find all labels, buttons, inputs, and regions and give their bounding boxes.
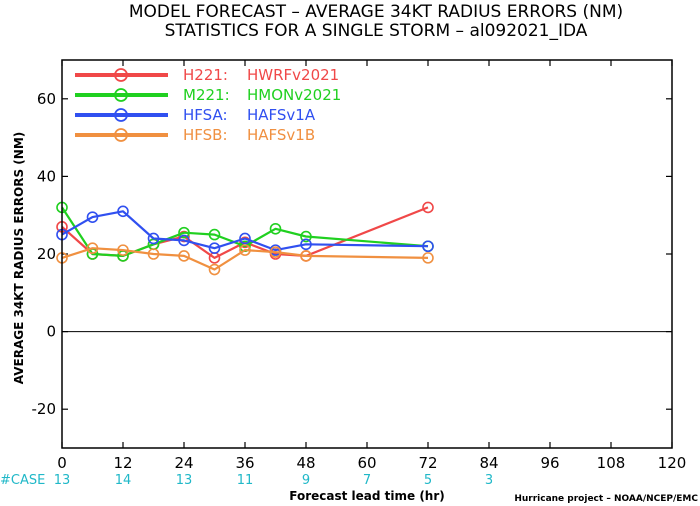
series-line <box>61 247 429 271</box>
data-point <box>422 240 434 253</box>
x-tick-label: 108 <box>597 454 626 472</box>
case-label: #CASE <box>0 473 45 488</box>
case-count: 3 <box>485 473 493 488</box>
chart-subtitle: STATISTICS FOR A SINGLE STORM – al092021… <box>165 21 588 41</box>
case-count: 13 <box>176 473 193 488</box>
series-HFSB <box>56 242 434 276</box>
data-point <box>178 230 190 243</box>
legend-item-M221: M221: HMONv2021 <box>75 86 341 104</box>
legend-name: M221: <box>183 86 230 104</box>
case-count: 5 <box>424 473 432 488</box>
x-tick-label: 36 <box>235 454 254 472</box>
plot-frame <box>61 59 673 449</box>
y-tick-label: 0 <box>46 323 56 341</box>
y-tick-label: 20 <box>37 245 56 263</box>
case-count: 11 <box>237 473 254 488</box>
data-point <box>178 234 190 247</box>
y-axis-label: AVERAGE 34KT RADIUS ERRORS (NM) <box>12 132 26 384</box>
y-tick-label: 40 <box>37 167 56 185</box>
series-H221 <box>56 201 434 264</box>
chart-title: MODEL FORECAST – AVERAGE 34KT RADIUS ERR… <box>129 2 623 22</box>
data-point <box>117 205 129 218</box>
x-tick-label: 60 <box>357 454 376 472</box>
x-axis-label: Forecast lead time (hr) <box>289 489 445 503</box>
data-point <box>178 226 190 239</box>
data-point <box>86 242 99 254</box>
legend-marker <box>114 108 128 122</box>
credit-text: Hurricane project – NOAA/NCEP/EMC <box>514 494 698 504</box>
legend-label: HWRFv2021 <box>247 66 339 84</box>
data-point <box>208 242 221 254</box>
data-point <box>178 250 190 262</box>
data-point <box>300 230 312 243</box>
data-point <box>147 248 160 260</box>
legend-name: HFSB: <box>183 126 228 144</box>
x-tick-label: 96 <box>540 454 559 472</box>
legend-item-H221: H221: HWRFv2021 <box>75 66 339 84</box>
data-point <box>208 263 221 276</box>
data-point <box>269 222 282 235</box>
data-point <box>86 211 99 223</box>
case-count: 13 <box>54 473 71 488</box>
case-count: 7 <box>363 473 371 488</box>
x-tick-label: 120 <box>658 454 687 472</box>
data-point <box>300 250 312 262</box>
data-point <box>269 246 282 258</box>
data-point <box>422 201 434 214</box>
data-point <box>117 244 129 256</box>
axis-ticks: 0 12 24 36 48 60 72 84 96 108 120 -20 0 20 40 60 <box>32 60 687 472</box>
legend-label: HAFSv1B <box>247 126 315 144</box>
data-point <box>208 228 221 241</box>
y-tick-label: -20 <box>32 400 57 418</box>
data-point <box>300 238 312 251</box>
data-point <box>147 232 160 245</box>
legend-marker <box>114 88 128 102</box>
x-tick-label: 48 <box>296 454 315 472</box>
series-M221 <box>56 201 434 262</box>
case-count: 9 <box>302 473 310 488</box>
data-point <box>239 244 251 256</box>
x-tick-label: 0 <box>57 454 67 472</box>
legend-name: HFSA: <box>183 106 228 124</box>
legend-marker <box>114 128 128 142</box>
series-line <box>61 210 429 252</box>
legend: H221: HWRFv2021 M221: HMONv2021 HFSA: HAFSv1A… <box>75 66 341 144</box>
series-line <box>61 206 429 257</box>
data-point <box>422 252 434 264</box>
legend-label: HAFSv1A <box>247 106 316 124</box>
series-group <box>56 201 434 276</box>
legend-item-HFSB: HFSB: HAFSv1B <box>75 126 315 144</box>
x-tick-label: 24 <box>174 454 193 472</box>
legend-item-HFSA: HFSA: HAFSv1A <box>75 106 316 124</box>
x-tick-label: 72 <box>418 454 437 472</box>
y-tick-label: 60 <box>37 90 56 108</box>
data-point <box>239 232 251 245</box>
legend-marker <box>114 68 128 82</box>
case-count: 14 <box>115 473 132 488</box>
x-tick-label: 84 <box>479 454 498 472</box>
legend-name: H221: <box>183 66 228 84</box>
case-counts: 13 14 13 11 9 7 5 3 <box>54 473 493 488</box>
x-tick-label: 12 <box>113 454 132 472</box>
legend-label: HMONv2021 <box>247 86 341 104</box>
